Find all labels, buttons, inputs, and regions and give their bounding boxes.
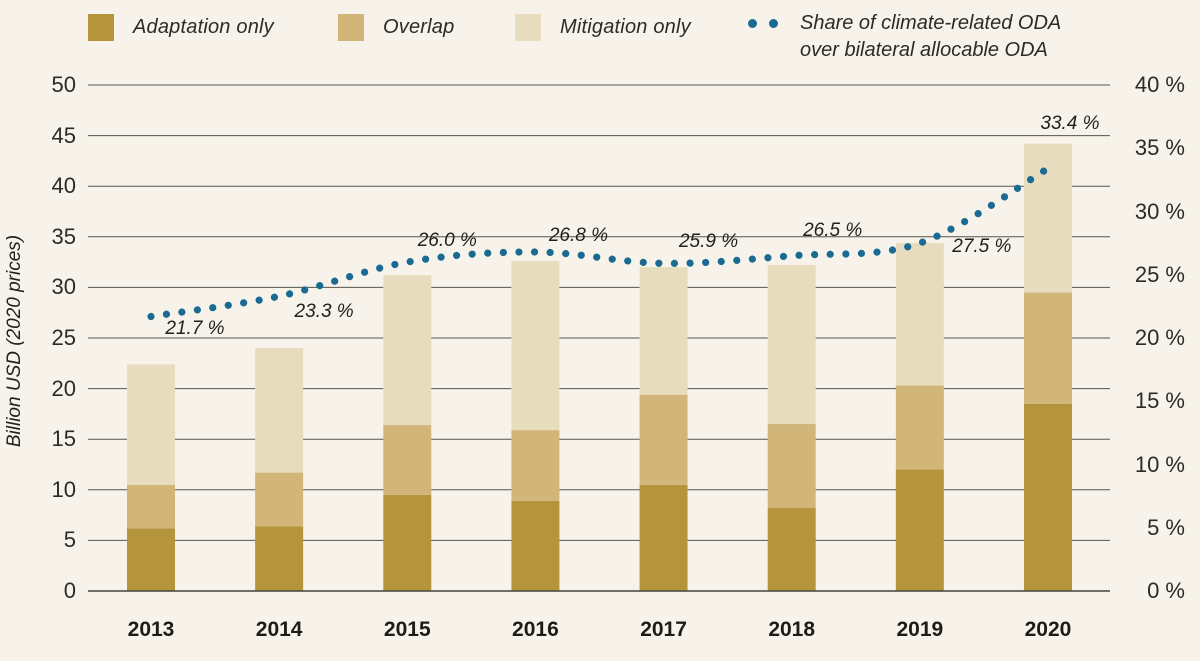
y-axis-tick-label: 25 — [51, 325, 76, 350]
share-value-annotation: 26.5 % — [803, 219, 863, 241]
bar-segment-mitigation-only — [511, 261, 560, 431]
bar-segment-overlap — [255, 472, 304, 527]
legend-label-adaptation: Adaptation only — [133, 15, 274, 38]
y-axis-tick-label: 40 — [51, 173, 76, 199]
bar-segment-adaptation-only — [511, 500, 560, 591]
legend-label-share: Share of climate-related ODA over bilate… — [800, 10, 1061, 64]
legend-item-mitigation: Mitigation only — [515, 10, 691, 44]
bar-segment-mitigation-only — [767, 265, 816, 425]
bar-segment-mitigation-only — [127, 364, 175, 485]
bar-segment-adaptation-only — [767, 508, 816, 591]
bar-segment-overlap — [639, 394, 688, 485]
y-axis-tick-label: 10 — [51, 476, 76, 502]
bar-segment-mitigation-only — [1023, 143, 1072, 293]
share-value-annotation: 25.9 % — [678, 231, 739, 253]
x-axis-year-label: 2019 — [896, 618, 944, 641]
y2-axis-tick-label: 0 % — [1147, 578, 1185, 603]
x-axis-year-label: 2017 — [640, 618, 687, 641]
bar-segment-adaptation-only — [639, 484, 688, 591]
x-axis-year-label: 2015 — [383, 618, 431, 641]
legend-item-share-line: Share of climate-related ODA over bilate… — [748, 10, 1061, 61]
bar-segment-adaptation-only — [255, 526, 304, 591]
share-value-annotation: 33.4 % — [1040, 113, 1100, 135]
share-value-annotation: 21.7 % — [165, 318, 225, 340]
y2-axis-tick-label: 10 % — [1134, 451, 1185, 477]
legend-swatch-adaptation — [88, 13, 114, 41]
y-axis-tick-label: 50 — [51, 72, 76, 97]
x-axis-year-label: 2014 — [255, 618, 303, 641]
bar-segment-overlap — [895, 385, 944, 470]
y2-axis-tick-label: 20 % — [1134, 325, 1185, 350]
bar-segment-overlap — [767, 424, 816, 509]
y-axis-tick-label: 35 — [51, 223, 76, 249]
y2-axis-tick-label: 35 % — [1134, 135, 1185, 161]
legend-label-share-line1: Share of climate-related ODA — [800, 12, 1062, 34]
bar-segment-overlap — [127, 484, 175, 529]
y2-axis-tick-label: 25 % — [1134, 261, 1185, 287]
share-value-annotation: 27.5 % — [952, 236, 1012, 258]
x-axis-year-label: 2016 — [512, 618, 559, 641]
y2-axis-tick-label: 40 % — [1134, 72, 1185, 97]
y-axis-tick-label: 20 — [51, 375, 76, 401]
legend-label-overlap: Overlap — [383, 15, 455, 38]
legend-item-overlap: Overlap — [338, 10, 454, 44]
legend-label-mitigation: Mitigation only — [560, 15, 691, 38]
bar-segment-adaptation-only — [127, 528, 175, 591]
share-value-annotation: 26.8 % — [548, 224, 608, 246]
legend-swatch-overlap — [338, 13, 364, 41]
x-axis-year-label: 2013 — [127, 618, 175, 641]
share-value-annotation: 23.3 % — [294, 301, 354, 323]
y-axis-tick-label: 0 — [63, 578, 76, 603]
y-axis-tick-label: 15 — [51, 426, 76, 452]
legend-label-share-line2: over bilateral allocable ODA — [800, 39, 1048, 61]
share-value-annotation: 26.0 % — [417, 230, 477, 252]
y2-axis-tick-label: 15 % — [1134, 388, 1185, 414]
bar-segment-mitigation-only — [639, 267, 688, 395]
bar-segment-mitigation-only — [383, 275, 432, 426]
y2-axis-tick-label: 30 % — [1134, 198, 1185, 224]
bar-segment-adaptation-only — [1023, 403, 1072, 591]
legend-swatch-mitigation — [515, 13, 541, 41]
y-axis-tick-label: 30 — [51, 274, 76, 300]
legend-item-adaptation: Adaptation only — [88, 10, 274, 44]
x-axis-year-label: 2020 — [1024, 618, 1072, 641]
bar-segment-overlap — [1023, 292, 1072, 404]
bar-segment-mitigation-only — [255, 348, 304, 473]
y2-axis-tick-label: 5 % — [1147, 514, 1185, 540]
y-axis-tick-label: 5 — [63, 527, 76, 553]
dot-icon — [748, 19, 757, 28]
x-axis-year-label: 2018 — [768, 618, 816, 641]
y-axis-tick-label: 45 — [51, 122, 76, 148]
dot-icon — [769, 19, 778, 28]
bar-segment-adaptation-only — [383, 494, 432, 591]
bar-segment-overlap — [511, 430, 560, 501]
bar-segment-mitigation-only — [895, 242, 944, 386]
bar-segment-overlap — [383, 425, 432, 495]
bar-segment-adaptation-only — [895, 469, 944, 591]
legend-dots-icon — [748, 10, 778, 37]
